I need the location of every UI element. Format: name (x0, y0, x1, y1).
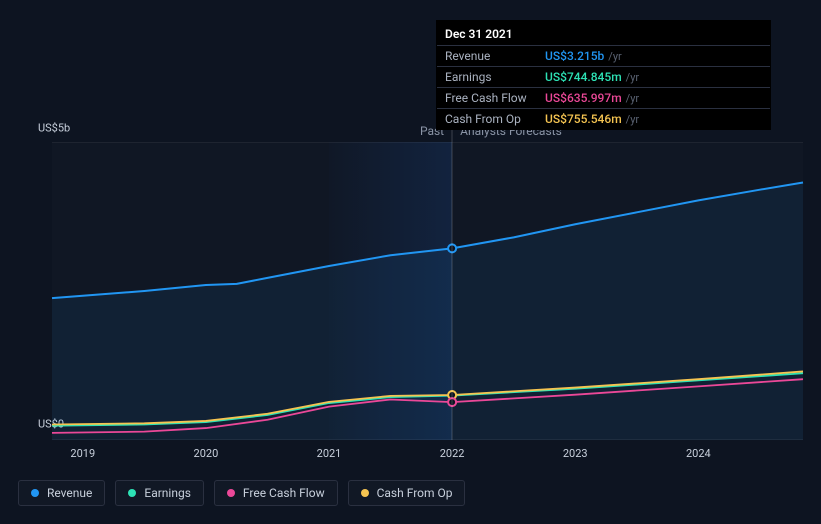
tooltip-metric-value: US$755.546m (545, 112, 622, 126)
legend-item-revenue[interactable]: Revenue (18, 480, 105, 506)
x-axis-tick-label: 2021 (317, 447, 342, 460)
legend-label: Free Cash Flow (243, 486, 325, 500)
past-label: Past (52, 124, 452, 138)
tooltip-metric-label: Earnings (445, 70, 545, 84)
x-axis-tick-label: 2020 (194, 447, 219, 460)
past-forecast-divider (451, 120, 453, 440)
legend-item-earnings[interactable]: Earnings (115, 480, 204, 506)
tooltip-metric-value: US$744.845m (545, 70, 622, 84)
legend-item-cash-from-op[interactable]: Cash From Op (348, 480, 466, 506)
tooltip-date: Dec 31 2021 (437, 21, 770, 45)
legend-color-dot (361, 489, 369, 497)
chart-lines (52, 142, 803, 440)
tooltip-row: EarningsUS$744.845m/yr (437, 66, 770, 87)
tooltip-row: Cash From OpUS$755.546m/yr (437, 108, 770, 129)
tooltip-metric-value: US$635.997m (545, 91, 622, 105)
tooltip-metric-unit: /yr (626, 71, 639, 84)
tooltip-row: Free Cash FlowUS$635.997m/yr (437, 87, 770, 108)
tooltip-metric-unit: /yr (608, 50, 621, 63)
x-axis-tick-label: 2022 (440, 447, 465, 460)
legend-color-dot (128, 489, 136, 497)
chart-tooltip: Dec 31 2021 RevenueUS$3.215b/yrEarningsU… (436, 20, 771, 130)
tooltip-metric-unit: /yr (626, 92, 639, 105)
tooltip-metric-value: US$3.215b (545, 49, 604, 63)
tooltip-row: RevenueUS$3.215b/yr (437, 45, 770, 66)
legend-label: Cash From Op (377, 486, 453, 500)
legend-color-dot (31, 489, 39, 497)
tooltip-metric-label: Revenue (445, 49, 545, 63)
legend-label: Revenue (47, 486, 92, 500)
chart-legend: Revenue Earnings Free Cash Flow Cash From O… (18, 480, 465, 506)
x-axis-tick-label: 2019 (70, 447, 95, 460)
tooltip-metric-label: Cash From Op (445, 112, 545, 126)
tooltip-metric-label: Free Cash Flow (445, 91, 545, 105)
x-axis-tick-label: 2023 (563, 447, 588, 460)
legend-color-dot (227, 489, 235, 497)
tooltip-metric-unit: /yr (626, 113, 639, 126)
legend-item-free-cash-flow[interactable]: Free Cash Flow (214, 480, 338, 506)
plot-area[interactable]: Past Analysts Forecasts 2019202020212022… (52, 142, 803, 440)
x-axis-tick-label: 2024 (686, 447, 711, 460)
legend-label: Earnings (144, 486, 191, 500)
